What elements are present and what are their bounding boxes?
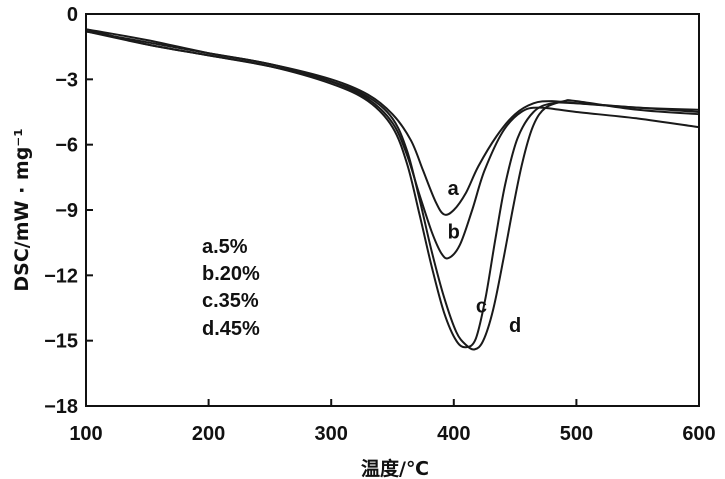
series-d-line xyxy=(85,28,700,351)
y-tick-label: −18 xyxy=(44,396,78,418)
curve-label-d: d xyxy=(509,315,521,337)
x-tick-label: 100 xyxy=(69,423,102,445)
x-tick-label: 400 xyxy=(437,423,470,445)
series-c-line xyxy=(85,30,700,349)
curve-label-c: c xyxy=(476,295,487,317)
ticks-layer xyxy=(85,13,700,407)
curve-label-b: b xyxy=(448,221,460,243)
curves-layer xyxy=(85,28,700,351)
x-axis-title: 温度/℃ xyxy=(361,457,429,479)
y-axis-title: DSC/mW · mg⁻¹ xyxy=(11,128,33,291)
y-tick-label: −12 xyxy=(44,265,78,287)
y-tick-label: 0 xyxy=(67,4,78,26)
legend-entry-d: d.45% xyxy=(202,318,260,340)
y-tick-label: −15 xyxy=(44,331,78,353)
legend-entry-c: c.35% xyxy=(202,290,259,312)
y-tick-label: −6 xyxy=(55,135,78,157)
legend-entry-b: b.20% xyxy=(202,263,260,285)
x-tick-label: 300 xyxy=(315,423,348,445)
annotations-layer: ab cd xyxy=(448,178,522,337)
series-b-line xyxy=(85,28,700,260)
y-tick-label: −9 xyxy=(55,200,78,222)
x-tick-label: 500 xyxy=(560,423,593,445)
legend-entry-a: a.5% xyxy=(202,236,248,258)
x-tick-label: 600 xyxy=(682,423,715,445)
curve-label-a: a xyxy=(448,178,460,200)
legend: a.5% b.20% c.35% d.45% xyxy=(202,236,260,340)
y-tick-label: −3 xyxy=(55,69,78,91)
x-tick-label: 200 xyxy=(192,423,225,445)
tick-labels-layer: 100 200 300 400 500 600 0 −3 −6 −9 −12 −15 −18 xyxy=(44,4,716,445)
